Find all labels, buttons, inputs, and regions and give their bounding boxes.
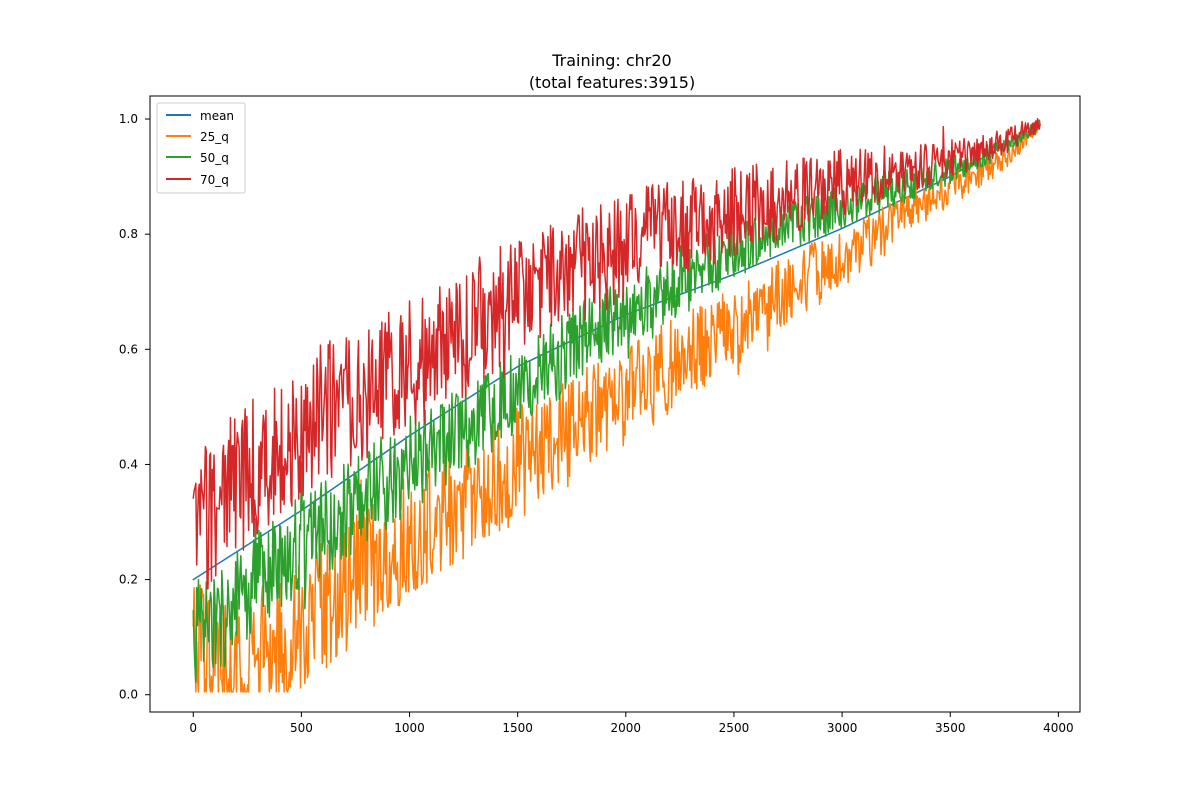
x-tick-label: 3000: [827, 721, 858, 735]
series-line-70-q: [192, 117, 1041, 590]
y-tick-label: 0.8: [119, 227, 138, 241]
legend-label-mean: mean: [200, 109, 234, 123]
y-tick-label: 0.6: [119, 342, 138, 356]
y-tick-label: 0.2: [119, 573, 138, 587]
x-tick-label: 3500: [935, 721, 966, 735]
x-tick-label: 2000: [611, 721, 642, 735]
series-layer: [192, 117, 1041, 693]
legend-label-50-q: 50_q: [200, 151, 229, 165]
legend-label-70-q: 70_q: [200, 173, 229, 187]
y-tick-label: 1.0: [119, 112, 138, 126]
plot-frame: [149, 95, 1081, 713]
y-tick-label: 0.4: [119, 457, 138, 471]
x-tick-label: 500: [290, 721, 313, 735]
legend-box: [156, 102, 246, 194]
y-axis: 0.0 0.2 0.4 0.6 0.8 1.0: [119, 112, 150, 702]
chart-title: Training: chr20: [551, 51, 671, 70]
x-tick-label: 2500: [719, 721, 750, 735]
x-tick-label: 1000: [394, 721, 425, 735]
x-tick-label: 1500: [502, 721, 533, 735]
x-tick-label: 0: [189, 721, 197, 735]
y-tick-label: 0.0: [119, 688, 138, 702]
chart-subtitle: (total features:3915): [529, 73, 695, 92]
plot-area: 0 500 1000 1500 2000 2500 3000 3500 4000 0.00.20…: [119, 95, 1081, 735]
legend-label-25-q: 25_q: [200, 130, 229, 144]
x-axis: 0 500 1000 1500 2000 2500 3000 3500 4000: [189, 712, 1074, 735]
legend: mean 25_q 50_q 70_q: [156, 102, 246, 194]
x-tick-label: 4000: [1043, 721, 1074, 735]
series-line-25-q: [192, 119, 1041, 693]
